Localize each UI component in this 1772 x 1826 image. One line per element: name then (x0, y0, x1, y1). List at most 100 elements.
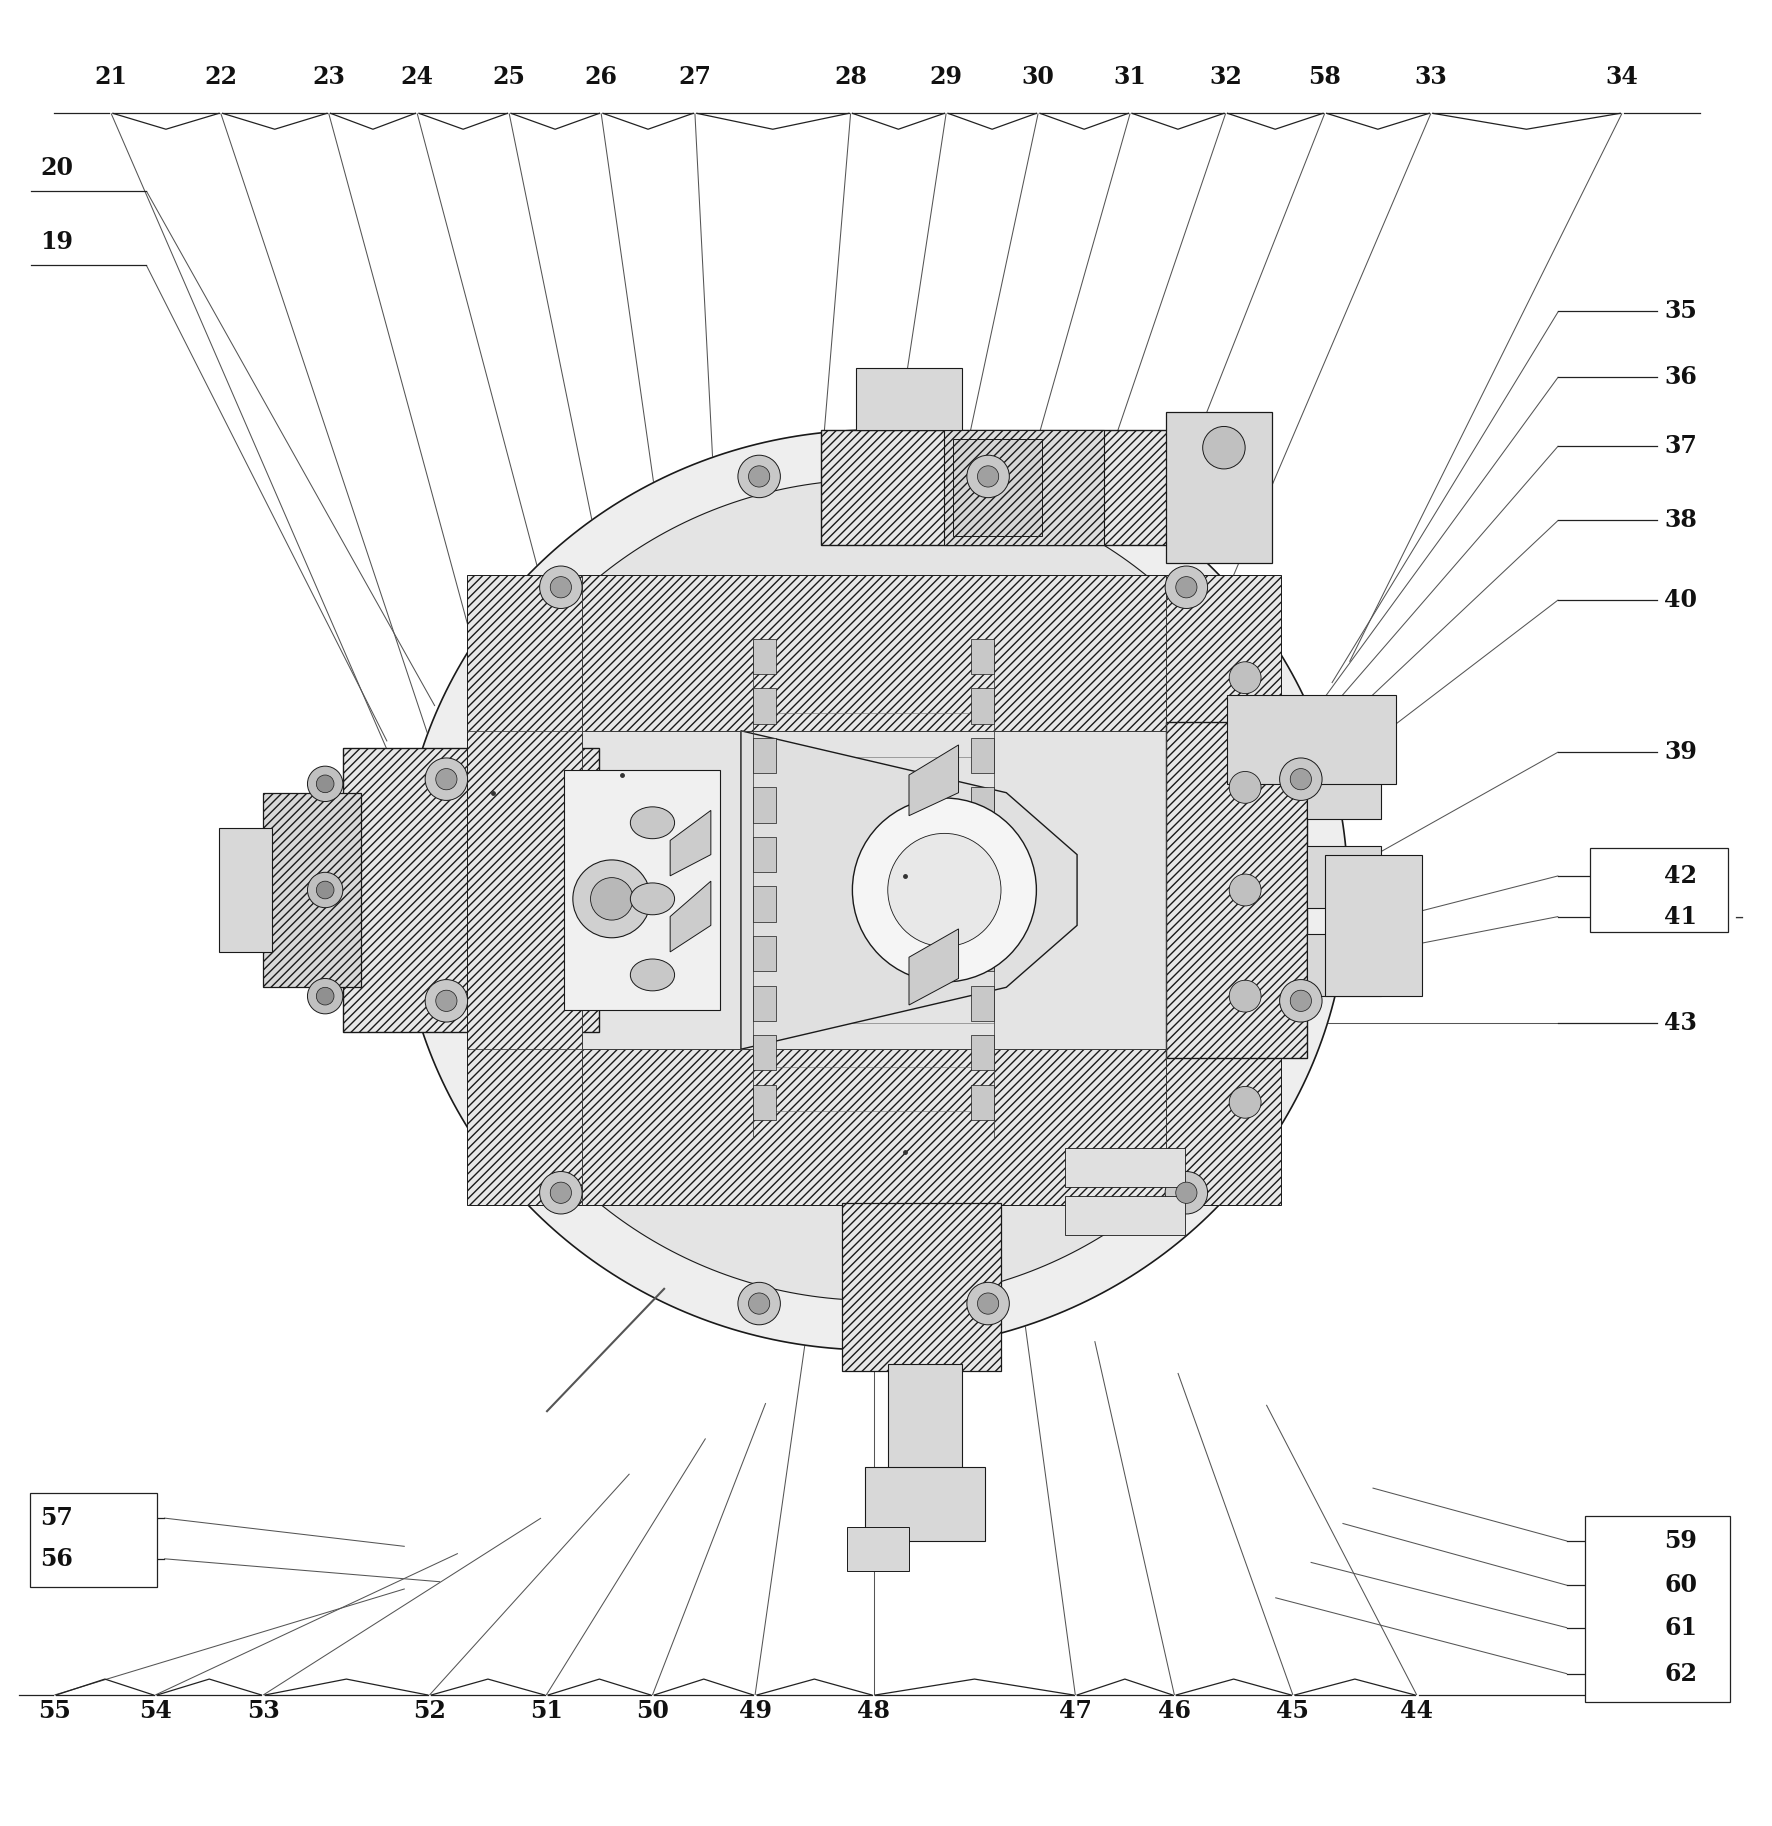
Circle shape (551, 577, 572, 597)
Text: 56: 56 (41, 1547, 73, 1570)
Text: 58: 58 (1308, 64, 1341, 88)
Bar (753, 886, 776, 922)
Bar (1166, 721, 1308, 1057)
Bar (971, 937, 994, 971)
Text: 22: 22 (204, 64, 237, 88)
Text: 23: 23 (312, 64, 346, 88)
Circle shape (748, 1293, 769, 1315)
Text: 19: 19 (41, 230, 73, 254)
Text: 32: 32 (1209, 64, 1242, 88)
Bar (971, 1085, 994, 1119)
Bar (1589, 847, 1728, 933)
Bar (865, 1466, 985, 1541)
Circle shape (1230, 771, 1262, 803)
Text: 39: 39 (1664, 740, 1698, 763)
Circle shape (1230, 661, 1262, 694)
Text: 52: 52 (413, 1700, 447, 1724)
Circle shape (436, 769, 457, 791)
Circle shape (540, 1172, 581, 1214)
Bar (971, 1035, 994, 1070)
Circle shape (590, 878, 633, 920)
Bar (753, 1035, 776, 1070)
Text: 48: 48 (858, 1700, 890, 1724)
Text: 26: 26 (585, 64, 618, 88)
Text: 59: 59 (1664, 1528, 1698, 1554)
Circle shape (1230, 1086, 1262, 1118)
Circle shape (888, 833, 1001, 946)
Circle shape (425, 758, 468, 800)
Bar (971, 836, 994, 873)
Bar (753, 836, 776, 873)
Bar (753, 1085, 776, 1119)
Bar (581, 1050, 1166, 1205)
Circle shape (1203, 427, 1246, 469)
Circle shape (1177, 1181, 1198, 1203)
Bar (1065, 1196, 1185, 1234)
Bar (1308, 758, 1382, 820)
Text: 21: 21 (94, 64, 128, 88)
Bar (971, 986, 994, 1021)
Text: 20: 20 (41, 157, 73, 181)
Circle shape (1230, 981, 1262, 1012)
Circle shape (308, 979, 342, 1013)
Bar (581, 575, 1166, 730)
Bar (971, 886, 994, 922)
Bar (971, 787, 994, 824)
Bar (847, 1527, 909, 1570)
Text: 36: 36 (1664, 365, 1698, 389)
Bar (971, 639, 994, 674)
Text: 25: 25 (493, 64, 526, 88)
Polygon shape (670, 882, 711, 951)
Circle shape (737, 1282, 780, 1326)
Text: 51: 51 (530, 1700, 563, 1724)
Bar (753, 688, 776, 723)
Circle shape (1279, 979, 1322, 1023)
Ellipse shape (631, 884, 675, 915)
Circle shape (308, 767, 342, 802)
Ellipse shape (631, 959, 675, 992)
Circle shape (748, 466, 769, 488)
Circle shape (978, 1293, 999, 1315)
Circle shape (317, 882, 333, 898)
Circle shape (978, 466, 999, 488)
Circle shape (1290, 769, 1311, 791)
Text: 49: 49 (739, 1700, 771, 1724)
Circle shape (852, 798, 1037, 982)
Circle shape (968, 455, 1010, 498)
Text: –: – (1735, 908, 1744, 926)
Text: 46: 46 (1157, 1700, 1191, 1724)
Bar (1584, 1516, 1729, 1702)
Bar (842, 1203, 1001, 1371)
Bar (342, 749, 599, 1032)
Bar (1065, 1149, 1185, 1187)
Text: 42: 42 (1664, 864, 1698, 887)
Text: 45: 45 (1276, 1700, 1310, 1724)
Bar (1228, 696, 1396, 783)
Bar (856, 369, 962, 429)
Circle shape (551, 1181, 572, 1203)
Bar (1308, 935, 1382, 997)
Circle shape (1177, 577, 1198, 597)
Circle shape (317, 988, 333, 1004)
Text: 61: 61 (1664, 1616, 1698, 1640)
Text: 30: 30 (1022, 64, 1054, 88)
Text: 34: 34 (1605, 64, 1639, 88)
Bar (888, 1364, 962, 1474)
Bar (264, 792, 360, 988)
Bar (466, 575, 581, 1205)
Text: 43: 43 (1664, 1012, 1698, 1035)
Text: 40: 40 (1664, 588, 1698, 612)
Circle shape (540, 566, 581, 608)
Polygon shape (909, 929, 959, 1004)
Bar (971, 738, 994, 772)
Bar (820, 429, 1193, 544)
Circle shape (317, 774, 333, 792)
Bar (753, 937, 776, 971)
Bar (1308, 845, 1382, 908)
Circle shape (1279, 758, 1322, 800)
Bar (563, 771, 719, 1010)
Circle shape (572, 860, 650, 939)
Circle shape (1166, 1172, 1207, 1214)
Polygon shape (741, 730, 1077, 1050)
Bar (30, 1494, 158, 1587)
